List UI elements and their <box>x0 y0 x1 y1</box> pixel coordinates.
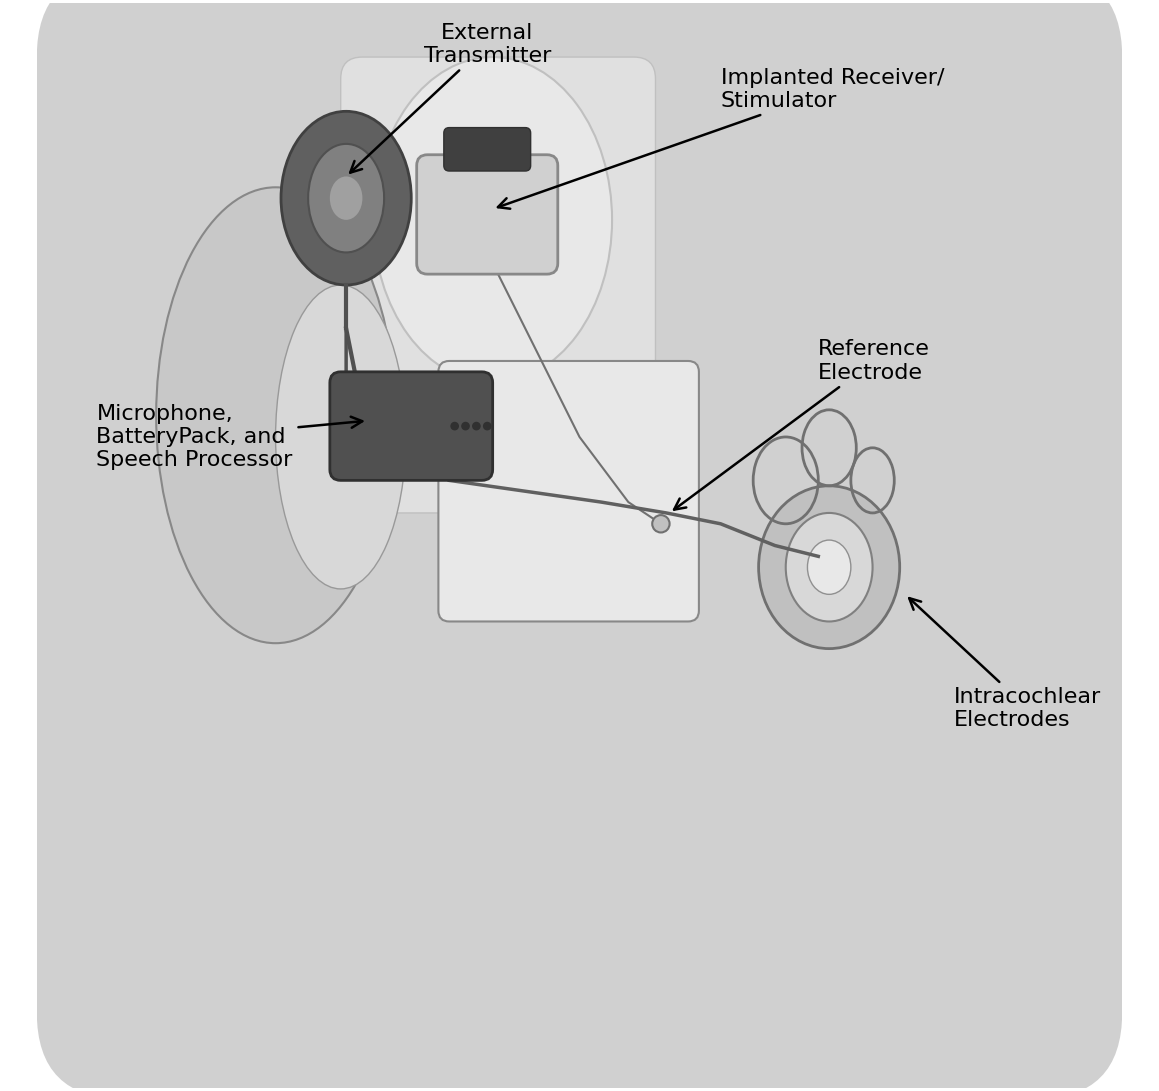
Ellipse shape <box>389 0 770 188</box>
Circle shape <box>653 515 670 532</box>
FancyBboxPatch shape <box>330 372 493 480</box>
Ellipse shape <box>308 144 384 252</box>
Ellipse shape <box>330 177 363 220</box>
Ellipse shape <box>786 513 873 622</box>
Ellipse shape <box>276 285 406 589</box>
Ellipse shape <box>808 540 851 595</box>
Circle shape <box>483 422 491 431</box>
Text: Implanted Receiver/
Stimulator: Implanted Receiver/ Stimulator <box>498 68 945 208</box>
Ellipse shape <box>156 188 395 644</box>
Text: External
Transmitter: External Transmitter <box>350 23 551 172</box>
Circle shape <box>461 422 469 431</box>
FancyBboxPatch shape <box>438 361 699 622</box>
Ellipse shape <box>759 485 899 649</box>
FancyBboxPatch shape <box>37 0 1122 1091</box>
Ellipse shape <box>840 279 1144 768</box>
FancyBboxPatch shape <box>444 128 531 171</box>
Ellipse shape <box>373 57 612 383</box>
FancyBboxPatch shape <box>417 155 557 274</box>
Text: Intracochlear
Electrodes: Intracochlear Electrodes <box>909 598 1101 730</box>
Ellipse shape <box>280 111 411 285</box>
Text: Reference
Electrode: Reference Electrode <box>675 339 931 509</box>
FancyBboxPatch shape <box>341 57 656 513</box>
Circle shape <box>472 422 481 431</box>
Text: Microphone,
BatteryPack, and
Speech Processor: Microphone, BatteryPack, and Speech Proc… <box>96 404 363 470</box>
Circle shape <box>451 422 459 431</box>
